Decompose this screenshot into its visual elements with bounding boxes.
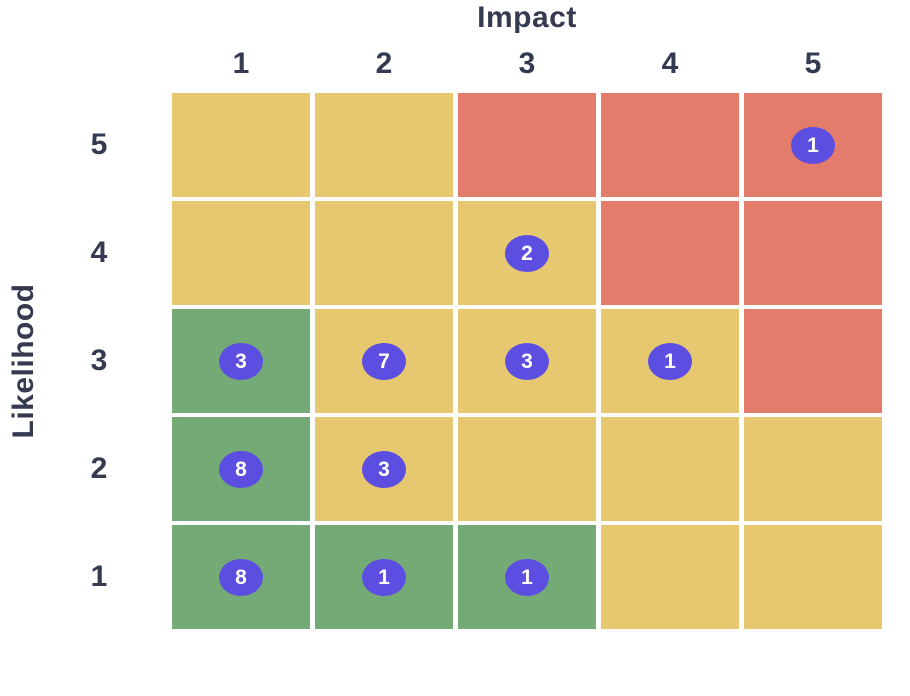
likelihood-axis-title: Likelihood [7, 283, 40, 439]
likelihood-tick-label: 2 [90, 452, 108, 485]
risk-count-badge: 1 [505, 558, 549, 596]
matrix-cell[interactable]: 3 [315, 417, 453, 521]
matrix-cell[interactable] [172, 93, 310, 197]
impact-tick-row: 1 2 3 4 5 [172, 44, 882, 84]
matrix-cell[interactable]: 1 [315, 525, 453, 629]
risk-count-badge: 3 [219, 342, 263, 380]
matrix-cell[interactable]: 1 [744, 93, 882, 197]
matrix-cell[interactable] [172, 201, 310, 305]
matrix-cell[interactable]: 7 [315, 309, 453, 413]
impact-tick-label: 1 [232, 47, 250, 80]
risk-count-badge: 1 [362, 558, 406, 596]
risk-count-badge: 1 [648, 342, 692, 380]
impact-tick-label: 5 [804, 47, 822, 80]
matrix-cell[interactable] [315, 201, 453, 305]
matrix-cell[interactable]: 8 [172, 417, 310, 521]
likelihood-tick-label: 3 [90, 344, 108, 377]
risk-count-badge: 3 [362, 450, 406, 488]
likelihood-tick-column: 5 4 3 2 1 [66, 93, 132, 629]
risk-matrix-grid: 1 2 3 7 3 1 8 3 8 1 1 [172, 93, 882, 629]
matrix-cell[interactable] [601, 417, 739, 521]
risk-count-badge: 2 [505, 234, 549, 272]
matrix-cell[interactable]: 8 [172, 525, 310, 629]
matrix-cell[interactable] [601, 93, 739, 197]
impact-tick-label: 4 [661, 47, 679, 80]
matrix-cell[interactable] [458, 93, 596, 197]
risk-count-badge: 1 [791, 126, 835, 164]
matrix-cell[interactable] [315, 93, 453, 197]
matrix-cell[interactable] [458, 417, 596, 521]
matrix-cell[interactable] [744, 417, 882, 521]
matrix-cell[interactable] [601, 201, 739, 305]
risk-count-badge: 8 [219, 450, 263, 488]
impact-axis-title: Impact [477, 1, 577, 34]
likelihood-tick-label: 5 [90, 128, 108, 161]
matrix-cell[interactable] [601, 525, 739, 629]
likelihood-tick-label: 1 [90, 560, 108, 593]
matrix-cell[interactable]: 2 [458, 201, 596, 305]
risk-count-badge: 7 [362, 342, 406, 380]
matrix-cell[interactable]: 3 [458, 309, 596, 413]
matrix-cell[interactable]: 3 [172, 309, 310, 413]
matrix-cell[interactable]: 1 [458, 525, 596, 629]
matrix-cell[interactable]: 1 [601, 309, 739, 413]
impact-tick-label: 2 [375, 47, 393, 80]
risk-count-badge: 3 [505, 342, 549, 380]
risk-count-badge: 8 [219, 558, 263, 596]
likelihood-tick-label: 4 [90, 236, 108, 269]
matrix-cell[interactable] [744, 309, 882, 413]
impact-tick-label: 3 [518, 47, 536, 80]
matrix-cell[interactable] [744, 525, 882, 629]
matrix-cell[interactable] [744, 201, 882, 305]
